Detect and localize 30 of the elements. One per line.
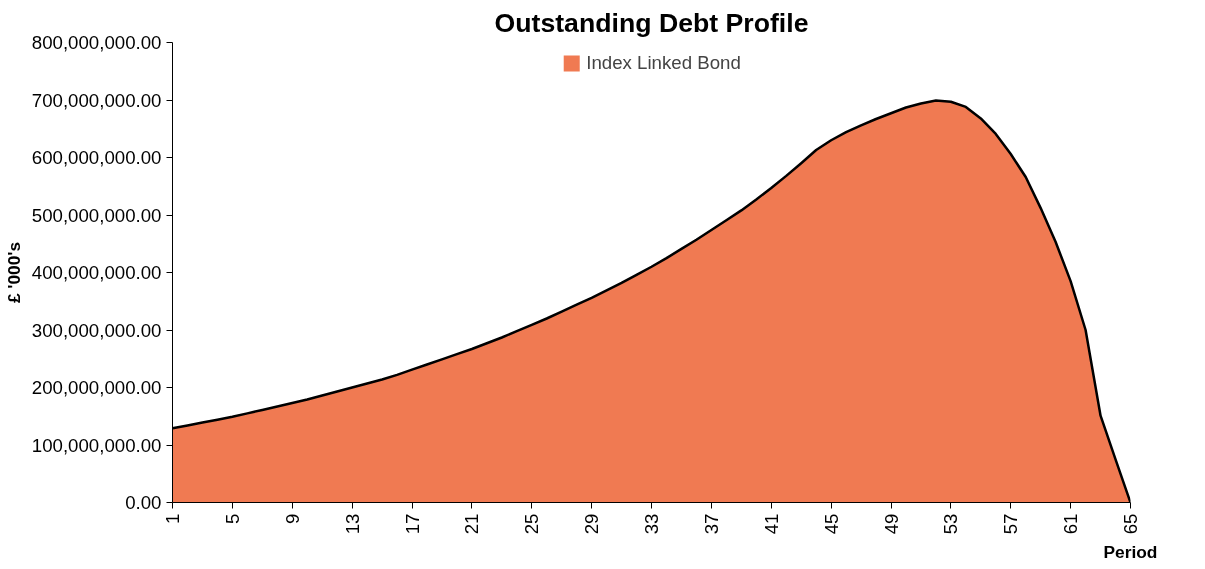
x-tick-label: 5 (221, 513, 243, 524)
x-tick-label: 13 (341, 513, 363, 535)
y-tick-label: 800,000,000.00 (31, 32, 162, 53)
x-tick-label: 49 (880, 513, 902, 535)
chart-title: Outstanding Debt Profile (494, 7, 809, 38)
x-tick-label: 21 (461, 513, 483, 535)
x-tick-label: 29 (581, 513, 603, 535)
y-tick-label: 700,000,000.00 (31, 89, 162, 111)
y-tick-label: 500,000,000.00 (31, 204, 162, 226)
x-tick-label: 33 (641, 513, 662, 535)
x-tick-label: 41 (760, 513, 782, 535)
y-tick-label: 0.00 (125, 492, 162, 513)
x-tick-label: 25 (521, 513, 543, 535)
x-tick-label: 9 (281, 513, 303, 524)
x-tick-label: 37 (700, 513, 722, 535)
y-tick-label: 300,000,000.00 (31, 319, 162, 341)
x-tick-label: 65 (1120, 513, 1141, 535)
y-tick-label: 400,000,000.00 (31, 262, 162, 283)
x-tick-label: 53 (940, 513, 962, 535)
y-tick-label: 600,000,000.00 (31, 147, 162, 168)
x-tick-label: 1 (162, 513, 183, 524)
x-tick-label: 17 (401, 513, 423, 535)
y-tick-label: 200,000,000.00 (31, 377, 162, 398)
legend-label: Index Linked Bond (586, 52, 741, 74)
x-tick-label: 45 (820, 513, 842, 535)
x-tick-label: 61 (1060, 513, 1082, 535)
x-axis-title: Period (1103, 542, 1158, 563)
y-axis-title: £ '000's (3, 241, 24, 304)
x-tick-label: 57 (1000, 513, 1022, 535)
y-tick-label: 100,000,000.00 (31, 434, 162, 456)
